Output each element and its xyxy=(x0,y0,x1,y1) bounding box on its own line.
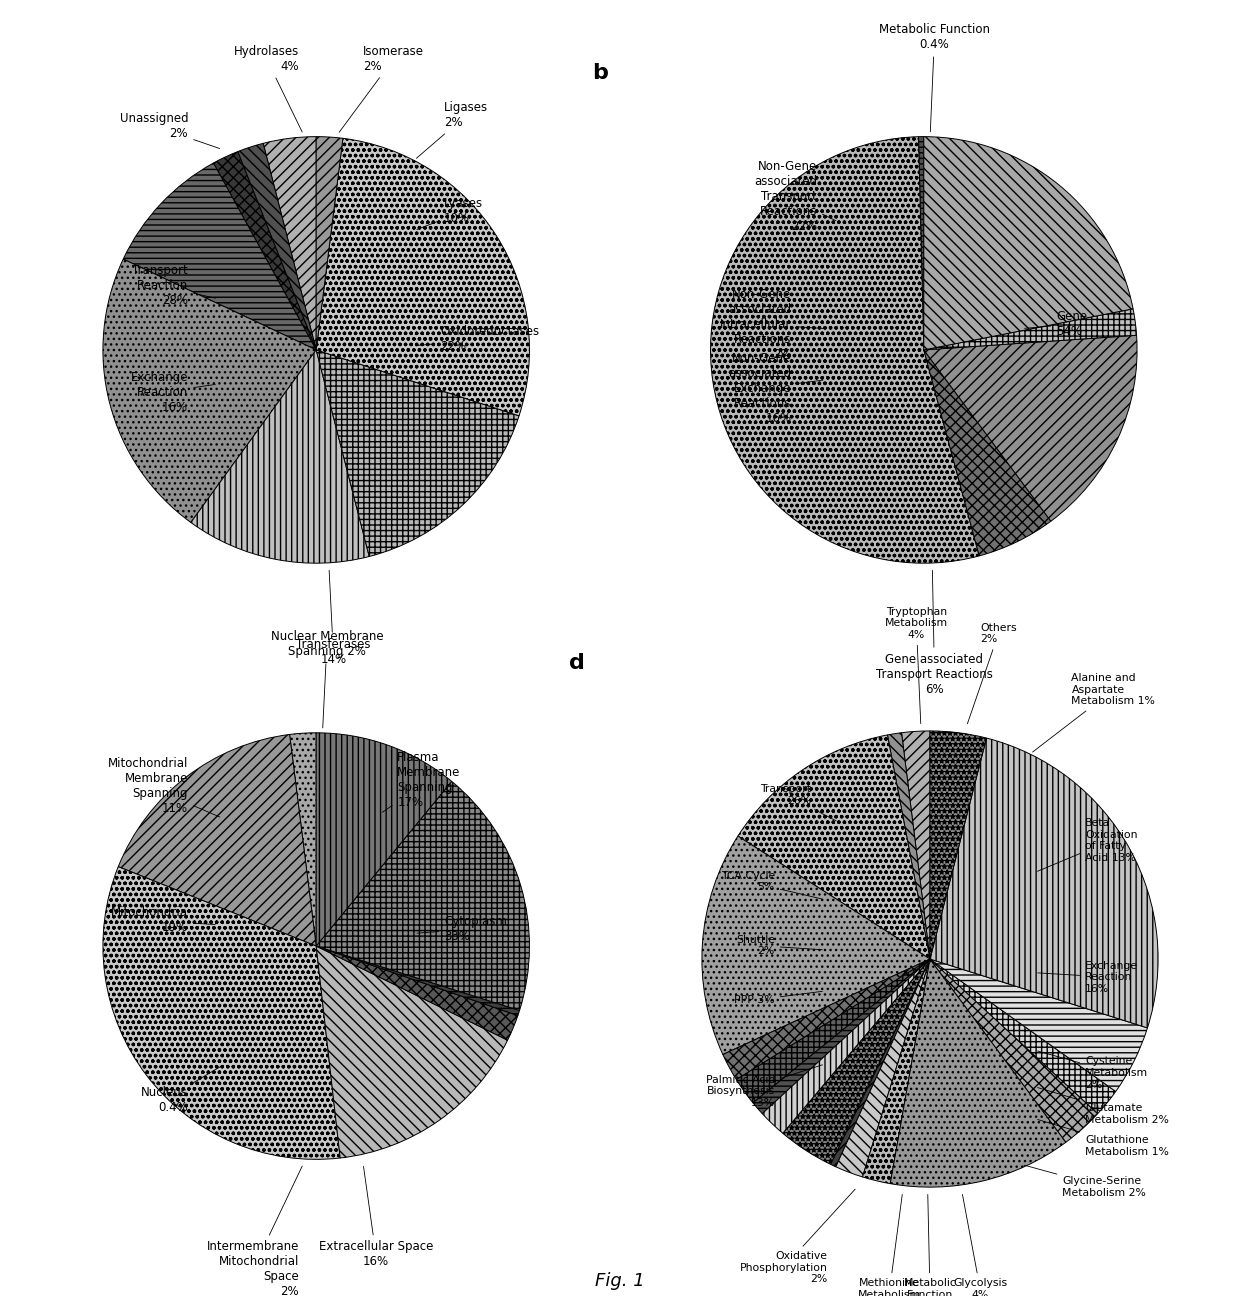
Text: d: d xyxy=(568,652,584,673)
Wedge shape xyxy=(316,946,507,1159)
Text: Glycolysis
4%: Glycolysis 4% xyxy=(954,1195,1007,1296)
Text: Intermembrane
Mitochondrial
Space
2%: Intermembrane Mitochondrial Space 2% xyxy=(207,1166,303,1296)
Wedge shape xyxy=(103,867,340,1160)
Text: Nucleus
0.4%: Nucleus 0.4% xyxy=(141,1067,219,1113)
Text: Mitochondria
19%: Mitochondria 19% xyxy=(112,906,216,934)
Text: Nuclear Membrane
Spanning 2%: Nuclear Membrane Spanning 2% xyxy=(270,630,383,728)
Wedge shape xyxy=(290,732,316,946)
Text: Non-Gene
associated
Transport
Reactions
22%: Non-Gene associated Transport Reactions … xyxy=(754,159,836,233)
Text: Glutathione
Metabolism 1%: Glutathione Metabolism 1% xyxy=(1038,1120,1169,1157)
Wedge shape xyxy=(930,737,1158,1028)
Wedge shape xyxy=(191,350,370,564)
Wedge shape xyxy=(890,959,1066,1187)
Text: TCA Cycle
5%: TCA Cycle 5% xyxy=(720,871,822,899)
Wedge shape xyxy=(263,136,316,350)
Text: Non-Gene
associated
Intracellular
Reactions
2%: Non-Gene associated Intracellular Reacti… xyxy=(720,288,823,360)
Wedge shape xyxy=(753,959,930,1113)
Text: Gene
54%: Gene 54% xyxy=(1024,310,1087,338)
Wedge shape xyxy=(831,959,930,1166)
Wedge shape xyxy=(213,152,316,350)
Text: Tryptophan
Metabolism
4%: Tryptophan Metabolism 4% xyxy=(885,607,947,723)
Wedge shape xyxy=(924,308,1137,350)
Wedge shape xyxy=(930,959,1147,1091)
Text: Fig. 1: Fig. 1 xyxy=(595,1271,645,1290)
Wedge shape xyxy=(888,732,930,959)
Wedge shape xyxy=(103,259,316,522)
Text: Lyases
10%: Lyases 10% xyxy=(417,197,484,229)
Wedge shape xyxy=(924,350,1050,556)
Wedge shape xyxy=(118,735,316,946)
Text: Hydrolases
4%: Hydrolases 4% xyxy=(234,44,303,132)
Wedge shape xyxy=(238,144,316,350)
Text: Plasma
Membrane
Spanning
17%: Plasma Membrane Spanning 17% xyxy=(382,750,460,813)
Wedge shape xyxy=(316,732,451,946)
Wedge shape xyxy=(316,136,343,350)
Wedge shape xyxy=(836,959,930,1177)
Wedge shape xyxy=(930,959,1097,1142)
Text: Methionine
Metabolism
2%: Methionine Metabolism 2% xyxy=(857,1195,920,1296)
Wedge shape xyxy=(924,136,1133,350)
Text: Palmitic Acid
Biosynthesis
13%: Palmitic Acid Biosynthesis 13% xyxy=(706,1065,822,1108)
Wedge shape xyxy=(924,336,1137,521)
Text: Cytoplasm
33%: Cytoplasm 33% xyxy=(417,915,507,943)
Wedge shape xyxy=(763,959,930,1134)
Wedge shape xyxy=(123,163,316,350)
Text: Oxidoreductases
22%: Oxidoreductases 22% xyxy=(417,325,539,354)
Wedge shape xyxy=(723,959,930,1080)
Wedge shape xyxy=(863,959,930,1183)
Text: Metabolic
Function
0.4%: Metabolic Function 0.4% xyxy=(904,1195,956,1296)
Text: Transferases
14%: Transferases 14% xyxy=(296,570,371,666)
Text: Transport
Reaction
28%: Transport Reaction 28% xyxy=(133,264,216,307)
Text: Ligases
2%: Ligases 2% xyxy=(417,101,489,158)
Text: Mitochondrial
Membrane
Spanning
11%: Mitochondrial Membrane Spanning 11% xyxy=(108,757,219,816)
Text: Non-Gene
associated
Exchange
Reactions
16%: Non-Gene associated Exchange Reactions 1… xyxy=(728,351,823,425)
Text: Extracellular Space
16%: Extracellular Space 16% xyxy=(319,1166,433,1269)
Text: Alanine and
Aspartate
Metabolism 1%: Alanine and Aspartate Metabolism 1% xyxy=(1033,674,1156,752)
Wedge shape xyxy=(702,836,930,1055)
Wedge shape xyxy=(930,731,987,959)
Text: Exchange
Reaction
16%: Exchange Reaction 16% xyxy=(1038,960,1138,994)
Wedge shape xyxy=(316,781,529,1011)
Text: Unassigned
2%: Unassigned 2% xyxy=(119,111,219,149)
Text: Cysteine
Metabolism
2%: Cysteine Metabolism 2% xyxy=(1038,1051,1148,1090)
Text: Exchange
Reaction
16%: Exchange Reaction 16% xyxy=(130,371,216,415)
Text: Oxidative
Phosphorylation
2%: Oxidative Phosphorylation 2% xyxy=(739,1190,856,1284)
Wedge shape xyxy=(316,139,529,416)
Text: Metabolic Function
0.4%: Metabolic Function 0.4% xyxy=(879,23,990,132)
Wedge shape xyxy=(901,731,930,959)
Wedge shape xyxy=(737,959,930,1103)
Wedge shape xyxy=(738,735,930,959)
Wedge shape xyxy=(711,136,980,564)
Wedge shape xyxy=(930,959,1116,1113)
Text: Beta
Oxidation
of Fatty
Acid 13%: Beta Oxidation of Fatty Acid 13% xyxy=(1038,818,1137,871)
Text: Others
2%: Others 2% xyxy=(967,622,1017,723)
Text: b: b xyxy=(591,62,608,83)
Wedge shape xyxy=(316,946,518,1041)
Text: PPP 3%: PPP 3% xyxy=(734,991,822,1006)
Text: Gene associated
Transport Reactions
6%: Gene associated Transport Reactions 6% xyxy=(875,570,993,696)
Wedge shape xyxy=(316,946,520,1016)
Text: Isomerase
2%: Isomerase 2% xyxy=(340,44,424,132)
Text: Transport
26%: Transport 26% xyxy=(760,784,836,820)
Wedge shape xyxy=(316,350,520,556)
Wedge shape xyxy=(782,959,930,1164)
Text: Shuttle
2%: Shuttle 2% xyxy=(735,934,822,956)
Wedge shape xyxy=(919,136,924,350)
Text: Glycine-Serine
Metabolism 2%: Glycine-Serine Metabolism 2% xyxy=(1024,1165,1146,1198)
Text: Glutamate
Metabolism 2%: Glutamate Metabolism 2% xyxy=(1038,1087,1169,1125)
